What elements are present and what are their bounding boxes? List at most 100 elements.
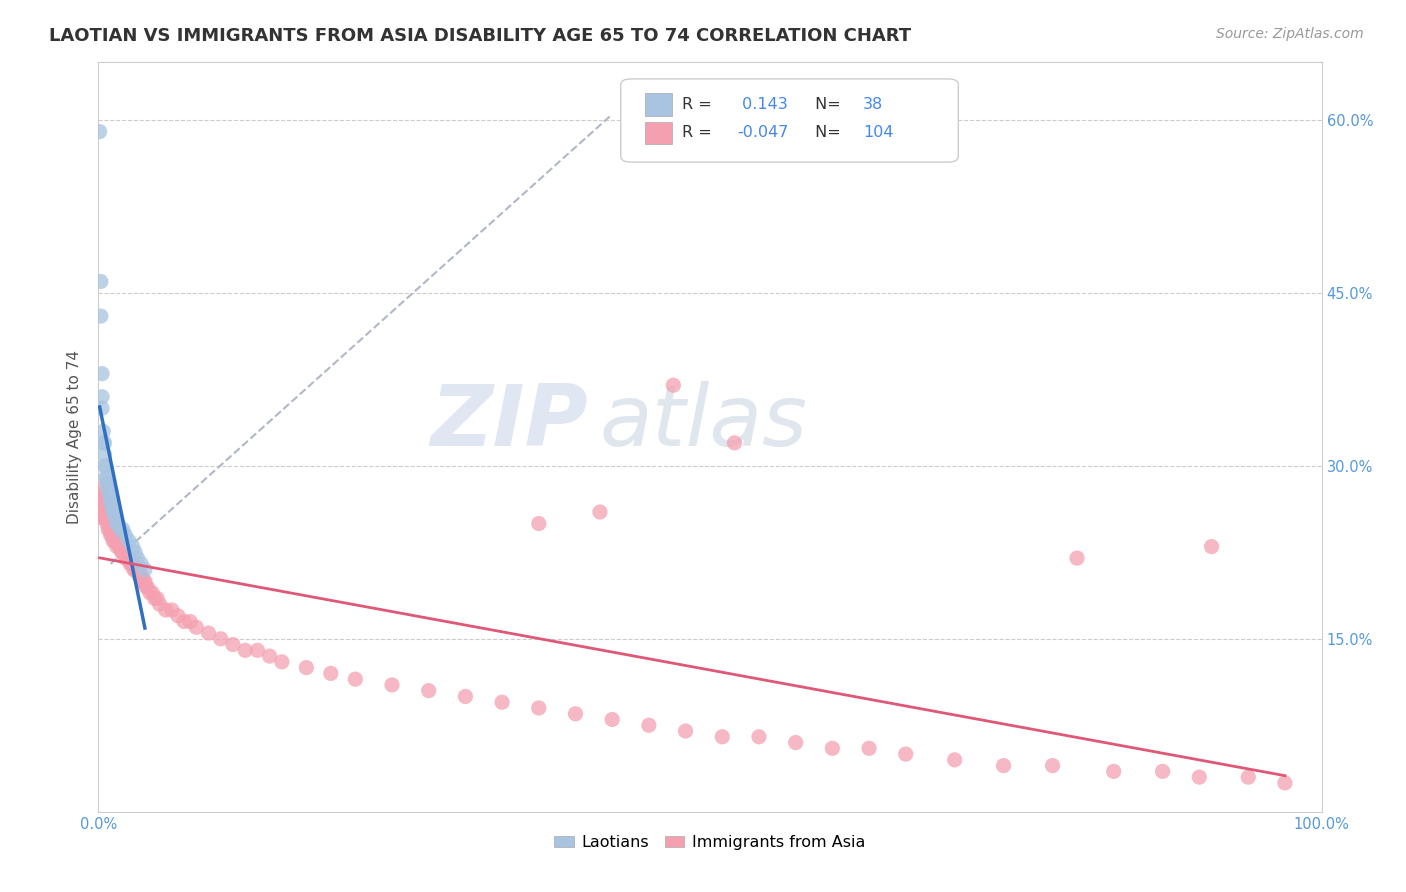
Point: [135, 580, 157, 594]
Text: 38: 38: [863, 97, 883, 112]
Point: [103, 528, 125, 542]
Point: [662, 378, 685, 392]
Point: [637, 718, 661, 732]
Point: [97, 510, 120, 524]
Point: [1102, 764, 1125, 779]
Point: [101, 505, 124, 519]
Point: [136, 580, 159, 594]
Point: [89, 482, 111, 496]
Point: [785, 735, 807, 749]
Point: [122, 563, 145, 577]
Point: [101, 528, 124, 542]
Point: [344, 672, 367, 686]
Point: [93, 447, 115, 461]
Point: [1188, 770, 1211, 784]
Point: [132, 574, 155, 589]
Point: [1274, 776, 1296, 790]
Point: [94, 510, 117, 524]
Point: [118, 551, 141, 566]
Y-axis label: Disability Age 65 to 74: Disability Age 65 to 74: [67, 350, 83, 524]
Point: [100, 516, 122, 531]
Point: [858, 741, 880, 756]
Point: [100, 493, 122, 508]
Point: [96, 516, 118, 531]
Point: [97, 476, 120, 491]
Point: [105, 516, 128, 531]
Point: [94, 458, 117, 473]
Point: [748, 730, 770, 744]
Point: [319, 666, 342, 681]
Point: [131, 574, 153, 589]
Point: [186, 620, 208, 634]
Text: 0.143: 0.143: [737, 97, 787, 112]
Point: [121, 540, 143, 554]
Point: [101, 522, 124, 536]
Point: [1066, 551, 1088, 566]
Point: [100, 493, 122, 508]
Point: [103, 533, 125, 548]
Point: [93, 435, 115, 450]
Point: [491, 695, 513, 709]
Point: [146, 591, 169, 606]
Point: [993, 758, 1015, 772]
Text: N=: N=: [810, 126, 846, 140]
Point: [129, 568, 152, 582]
Point: [90, 275, 112, 289]
Point: [418, 683, 440, 698]
Point: [91, 505, 114, 519]
Point: [96, 505, 118, 519]
Point: [711, 730, 734, 744]
Point: [381, 678, 404, 692]
Point: [1042, 758, 1064, 772]
Point: [107, 533, 129, 548]
Point: [197, 626, 219, 640]
Point: [90, 500, 112, 514]
Point: [143, 591, 166, 606]
Point: [103, 505, 125, 519]
Text: 104: 104: [863, 126, 893, 140]
Point: [111, 545, 134, 559]
Point: [821, 741, 844, 756]
Point: [589, 505, 612, 519]
Point: [90, 309, 112, 323]
Point: [139, 585, 162, 599]
Point: [675, 724, 697, 739]
Point: [127, 551, 149, 566]
Point: [91, 367, 114, 381]
Text: N=: N=: [810, 97, 846, 112]
Point: [209, 632, 232, 646]
Point: [98, 522, 121, 536]
Point: [104, 528, 127, 542]
Point: [129, 568, 152, 582]
Point: [124, 545, 146, 559]
Point: [134, 563, 156, 577]
Point: [94, 500, 117, 514]
Text: atlas: atlas: [600, 381, 808, 464]
Point: [89, 125, 111, 139]
Text: R =: R =: [682, 126, 717, 140]
Point: [110, 522, 132, 536]
Point: [93, 510, 115, 524]
Point: [98, 516, 121, 531]
Point: [160, 603, 183, 617]
Point: [101, 522, 124, 536]
Point: [246, 643, 269, 657]
Point: [270, 655, 294, 669]
Point: [98, 482, 121, 496]
Point: [167, 608, 190, 623]
Point: [114, 551, 136, 566]
Point: [1201, 540, 1223, 554]
Point: [110, 540, 132, 554]
Point: [101, 500, 124, 514]
Point: [111, 522, 134, 536]
Point: [118, 533, 141, 548]
Point: [233, 643, 256, 657]
Point: [222, 638, 245, 652]
Point: [1152, 764, 1174, 779]
Point: [105, 533, 128, 548]
Point: [723, 435, 745, 450]
Text: LAOTIAN VS IMMIGRANTS FROM ASIA DISABILITY AGE 65 TO 74 CORRELATION CHART: LAOTIAN VS IMMIGRANTS FROM ASIA DISABILI…: [49, 27, 911, 45]
Point: [115, 551, 138, 566]
Text: -0.047: -0.047: [737, 126, 789, 140]
Point: [454, 690, 477, 704]
